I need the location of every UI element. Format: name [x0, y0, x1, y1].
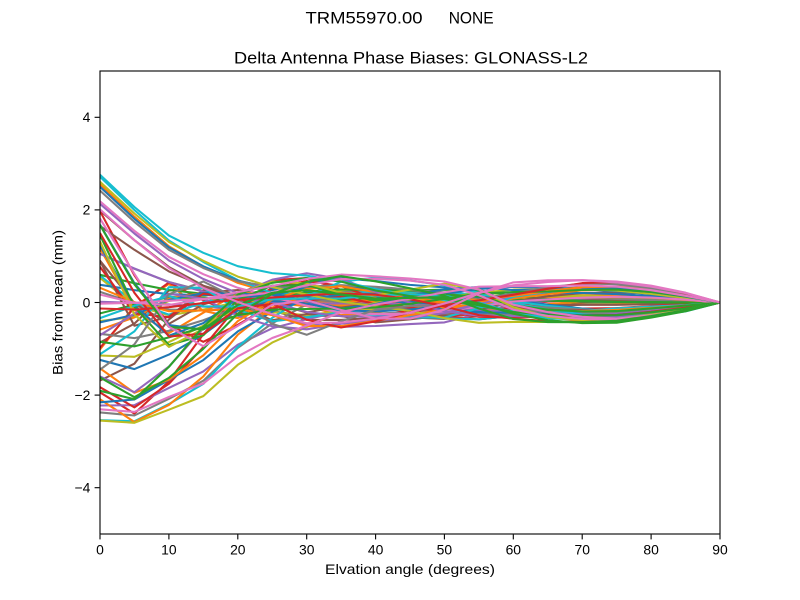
svg-text:Delta Antenna Phase Biases: GL: Delta Antenna Phase Biases: GLONASS-L2: [234, 49, 588, 68]
svg-text:30: 30: [299, 542, 315, 558]
svg-text:2: 2: [83, 202, 91, 218]
svg-text:TRM55970.00: TRM55970.00: [306, 9, 423, 28]
svg-text:20: 20: [230, 542, 246, 558]
svg-text:50: 50: [437, 542, 453, 558]
svg-text:−2: −2: [74, 387, 90, 403]
svg-text:80: 80: [643, 542, 659, 558]
svg-text:10: 10: [161, 542, 177, 558]
svg-text:0: 0: [83, 294, 91, 310]
svg-text:40: 40: [368, 542, 384, 558]
svg-text:NONE: NONE: [449, 9, 494, 28]
svg-text:60: 60: [506, 542, 522, 558]
svg-text:90: 90: [712, 542, 728, 558]
svg-text:Elvation angle (degrees): Elvation angle (degrees): [325, 561, 495, 577]
svg-text:Bias from mean (mm): Bias from mean (mm): [50, 230, 66, 375]
svg-text:70: 70: [574, 542, 590, 558]
svg-text:0: 0: [96, 542, 104, 558]
svg-text:−4: −4: [74, 480, 90, 496]
svg-text:4: 4: [83, 109, 91, 125]
